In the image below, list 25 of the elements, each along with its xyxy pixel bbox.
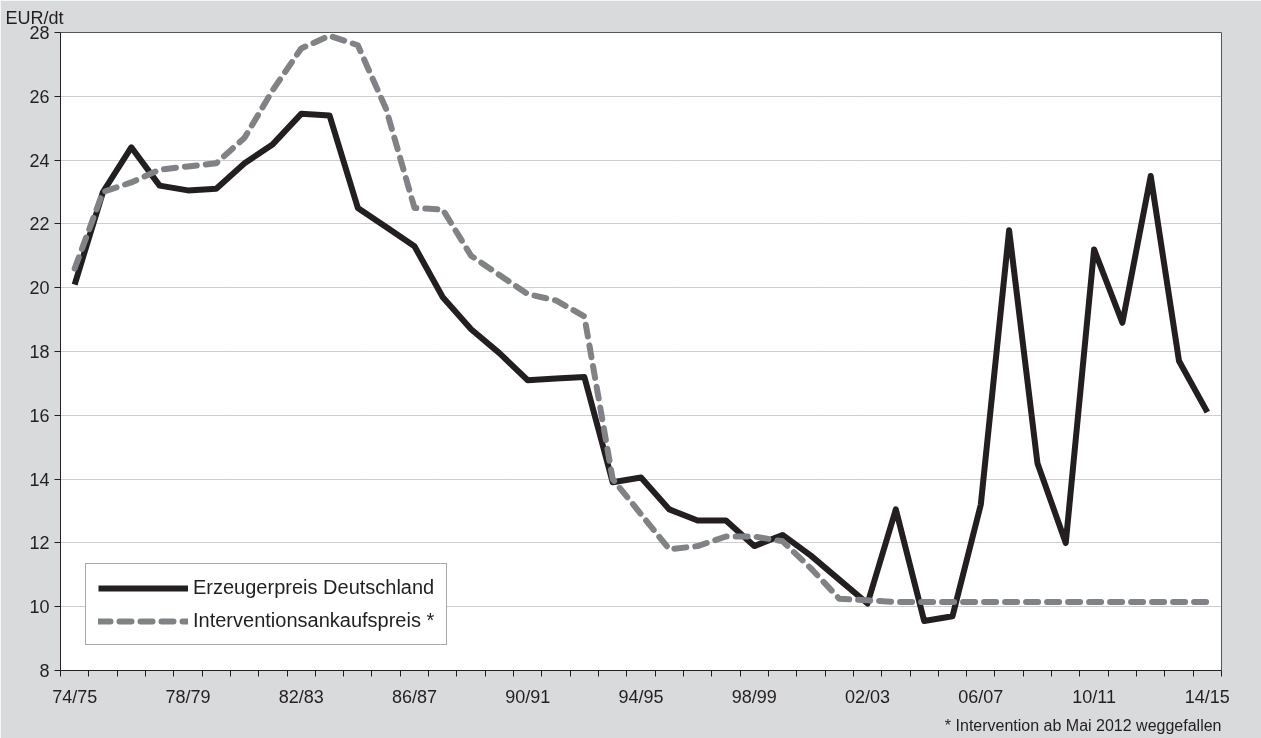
- x-tick-label: 98/99: [731, 686, 777, 707]
- y-tick-label: 16: [29, 405, 50, 426]
- y-tick-label: 18: [29, 342, 50, 362]
- y-tick-label: 26: [29, 86, 50, 107]
- y-tick-label: 24: [29, 150, 50, 171]
- x-tick-label: 78/79: [165, 686, 211, 707]
- x-tick-label: 02/03: [845, 686, 891, 707]
- x-tick-label: 82/83: [278, 686, 324, 707]
- y-tick-label: 22: [29, 214, 50, 235]
- x-tick-label: 14/15: [1184, 686, 1230, 707]
- x-tick-label: 74/75: [52, 686, 98, 707]
- y-tick-label: 8: [39, 661, 50, 681]
- legend-label: Interventionsankaufspreis *: [193, 609, 435, 632]
- text: * Intervention ab Mai 2012 weggefallen: [944, 716, 1222, 734]
- legend-label: Erzeugerpreis Deutschland: [193, 576, 435, 599]
- y-tick-label: 14: [29, 469, 50, 490]
- x-tick-label: 10/11: [1072, 686, 1116, 707]
- y-tick-label: 10: [29, 597, 50, 618]
- x-tick-label: 90/91: [505, 686, 551, 707]
- x-tick-label: 86/87: [391, 686, 437, 707]
- y-tick-label: 28: [29, 23, 50, 43]
- y-tick-label: 12: [29, 533, 50, 554]
- x-tick-label: 06/07: [958, 686, 1004, 707]
- y-tick-label: 20: [29, 278, 50, 299]
- x-tick-label: 94/95: [618, 686, 664, 707]
